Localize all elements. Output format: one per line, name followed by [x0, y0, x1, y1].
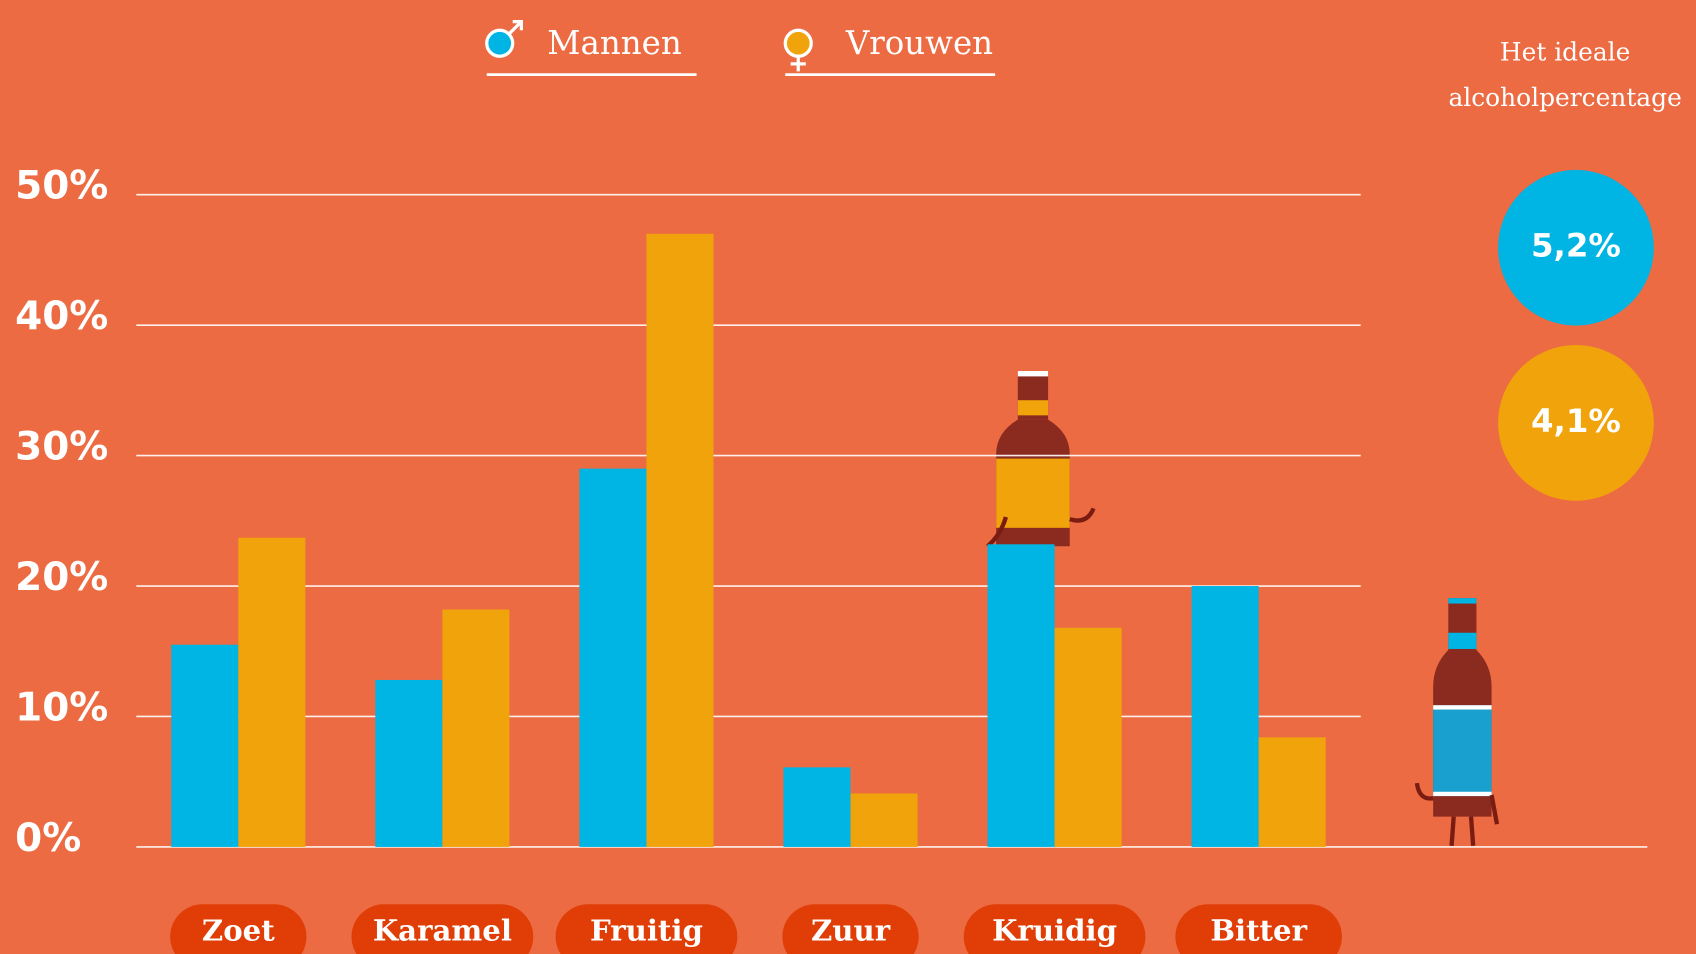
x-tick-label: Bitter — [1210, 913, 1307, 947]
bar — [238, 538, 305, 847]
y-tick-label: 30% — [15, 425, 108, 470]
y-tick-label: 50% — [15, 164, 108, 209]
category-pill: Bitter — [1175, 904, 1342, 954]
bar — [1055, 628, 1122, 847]
category-pill: Fruitig — [556, 904, 738, 954]
legend-label: Vrouwen — [845, 24, 993, 62]
x-tick-label: Kruidig — [992, 913, 1117, 947]
y-tick-label: 0% — [15, 816, 81, 861]
y-tick-label: 10% — [15, 685, 108, 730]
x-tick-label: Zoet — [202, 913, 275, 947]
y-tick-label: 40% — [15, 294, 108, 339]
legend-label: Mannen — [547, 24, 681, 62]
bar — [646, 234, 713, 847]
x-tick-label: Zuur — [811, 913, 891, 947]
category-pill: Zuur — [782, 904, 918, 954]
bar — [783, 767, 850, 847]
ideal-title: Het ideale alcoholpercentage — [1428, 30, 1696, 121]
legend-icon — [785, 30, 811, 56]
bar — [375, 680, 442, 847]
bar — [171, 645, 238, 847]
ideal-label: 5,2% — [1531, 227, 1621, 265]
category-pill: Zoet — [170, 904, 306, 954]
ideal-title-box: Het ideale alcoholpercentage — [1428, 30, 1696, 127]
page: Het ideale alcoholpercentage 0% 10% 20% 30%… — [0, 0, 1696, 954]
category-pill: Karamel — [352, 904, 534, 954]
x-tick-label: Karamel — [373, 913, 512, 947]
y-tick-label: 20% — [15, 555, 108, 600]
bar — [851, 793, 918, 846]
bar — [988, 544, 1055, 847]
bar — [442, 610, 509, 847]
x-tick-label: Fruitig — [590, 913, 703, 947]
chart: Het ideale alcoholpercentage 0% 10% 20% 30%… — [0, 0, 1696, 954]
category-pill: Kruidig — [964, 904, 1146, 954]
bar — [579, 469, 646, 847]
bar — [1259, 737, 1326, 847]
bar — [1192, 586, 1259, 847]
ideal-label: 4,1% — [1531, 402, 1621, 440]
